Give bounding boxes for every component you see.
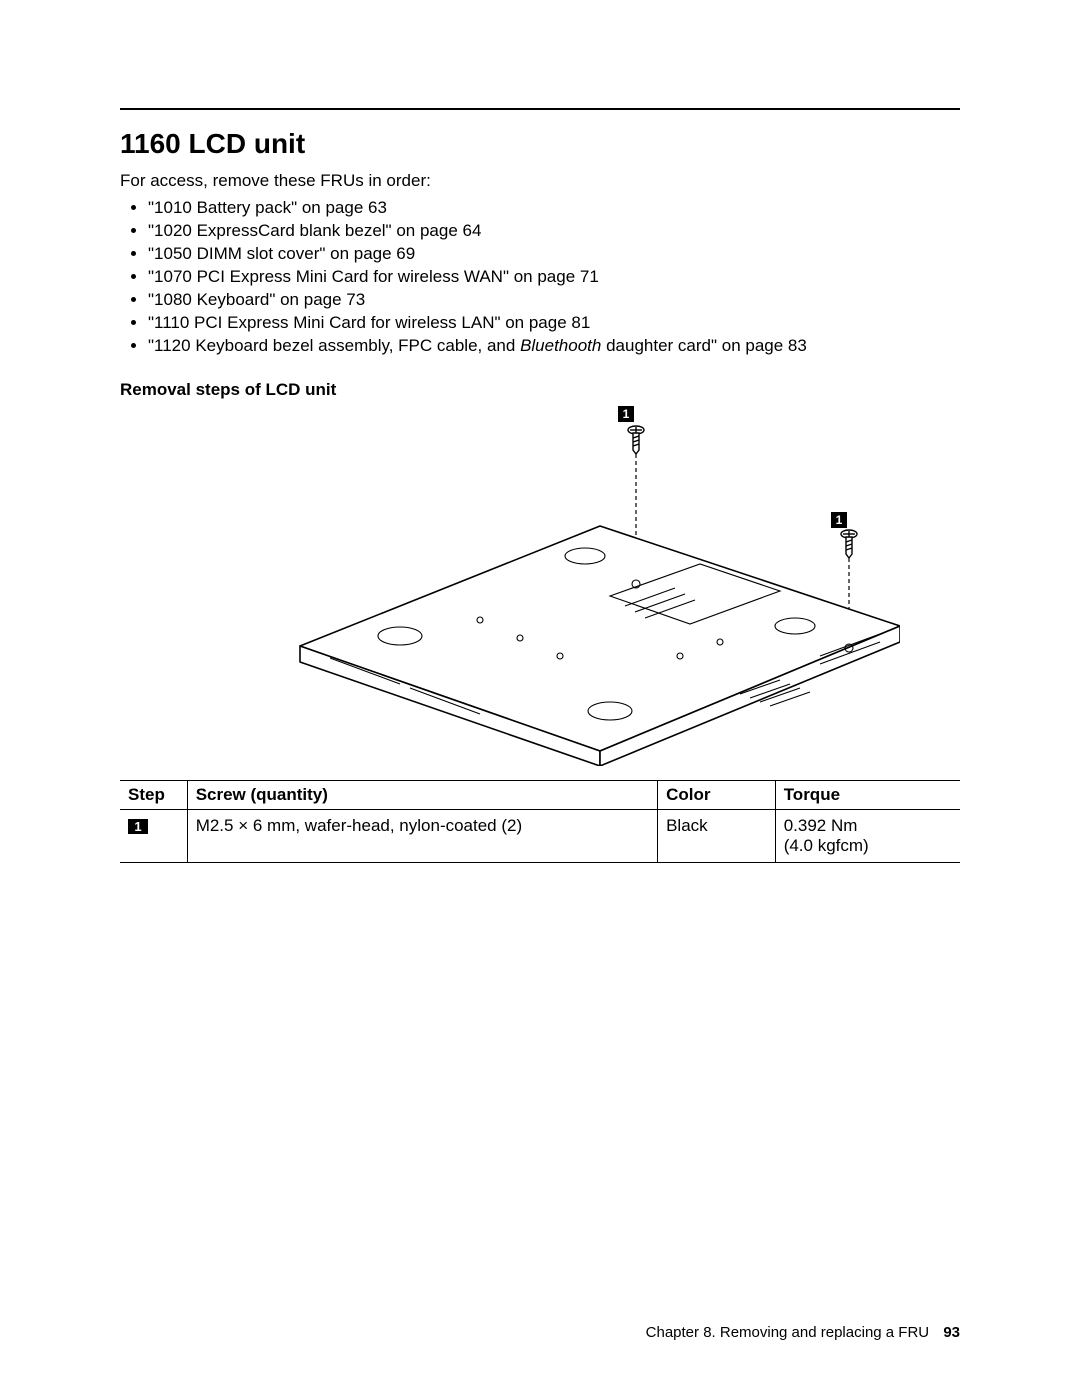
col-color: Color: [658, 780, 776, 809]
cell-step: 1: [120, 809, 187, 862]
section-title: 1160 LCD unit: [120, 128, 960, 160]
callout-label: 1: [623, 407, 630, 421]
italic-term: Bluethooth: [520, 336, 601, 355]
footer-chapter: Chapter 8. Removing and replacing a FRU: [646, 1324, 929, 1341]
torque-alt: (4.0 kgfcm): [784, 836, 869, 855]
laptop-bottom-diagram: 1 1: [180, 406, 900, 766]
cell-screw: M2.5 × 6 mm, wafer-head, nylon-coated (2…: [187, 809, 657, 862]
page-footer: Chapter 8. Removing and replacing a FRU …: [646, 1324, 960, 1341]
list-item: "1010 Battery pack" on page 63: [148, 197, 960, 220]
footer-page-number: 93: [943, 1324, 960, 1341]
callout-label: 1: [836, 513, 843, 527]
diagram-figure: 1 1: [120, 406, 960, 766]
col-screw: Screw (quantity): [187, 780, 657, 809]
top-rule: [120, 108, 960, 110]
list-item-text: "1120 Keyboard bezel assembly, FPC cable…: [148, 336, 520, 355]
intro-text: For access, remove these FRUs in order:: [120, 170, 960, 193]
cell-torque: 0.392 Nm (4.0 kgfcm): [775, 809, 960, 862]
fru-list: "1010 Battery pack" on page 63 "1020 Exp…: [120, 197, 960, 358]
list-item: "1080 Keyboard" on page 73: [148, 289, 960, 312]
list-item-text: daughter card" on page 83: [601, 336, 806, 355]
cell-color: Black: [658, 809, 776, 862]
list-item: "1110 PCI Express Mini Card for wireless…: [148, 312, 960, 335]
step-badge: 1: [128, 819, 148, 834]
list-item: "1050 DIMM slot cover" on page 69: [148, 243, 960, 266]
list-item: "1070 PCI Express Mini Card for wireless…: [148, 266, 960, 289]
col-torque: Torque: [775, 780, 960, 809]
list-item: "1020 ExpressCard blank bezel" on page 6…: [148, 220, 960, 243]
screw-spec-table: Step Screw (quantity) Color Torque 1 M2.…: [120, 780, 960, 863]
table-header-row: Step Screw (quantity) Color Torque: [120, 780, 960, 809]
list-item: "1120 Keyboard bezel assembly, FPC cable…: [148, 335, 960, 358]
table-row: 1 M2.5 × 6 mm, wafer-head, nylon-coated …: [120, 809, 960, 862]
document-page: 1160 LCD unit For access, remove these F…: [0, 0, 1080, 1397]
removal-steps-heading: Removal steps of LCD unit: [120, 380, 960, 400]
col-step: Step: [120, 780, 187, 809]
torque-value: 0.392 Nm: [784, 816, 858, 835]
